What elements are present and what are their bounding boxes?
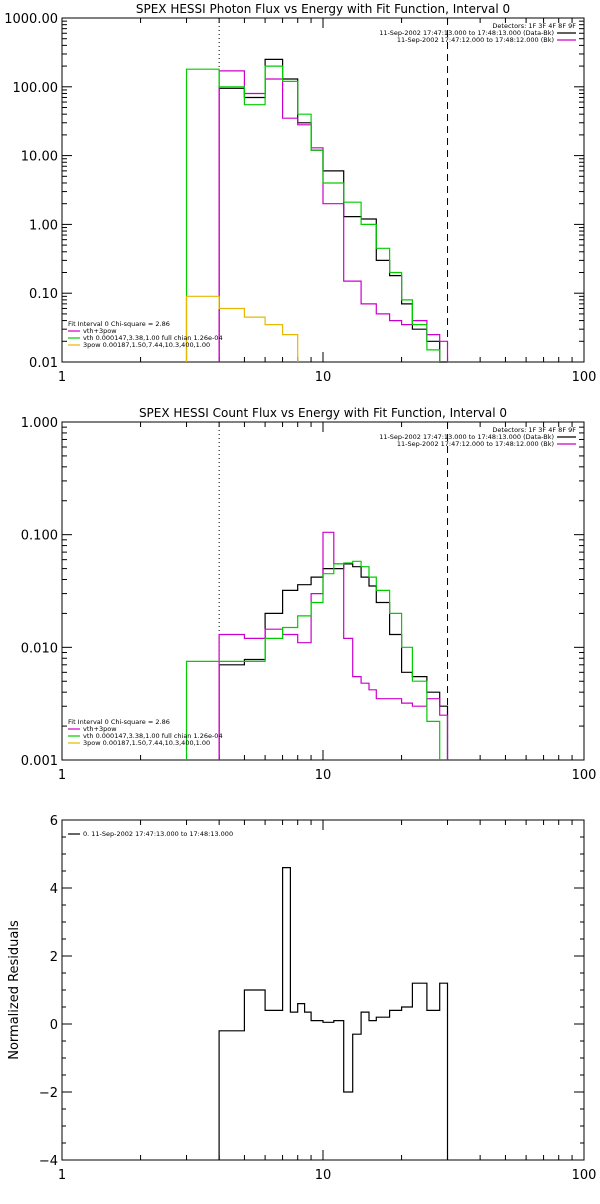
chart3-series-1 (218, 867, 449, 1160)
chart1-ytick-label: 1.00 (29, 218, 58, 233)
chart3-ytick-label: 2 (50, 950, 58, 965)
chart2-ytick-label: 1.000 (21, 416, 58, 431)
chart2-xtick-label: 10 (315, 768, 332, 783)
chart1-series-4 (185, 295, 299, 362)
chart1-info-text: Detectors: 1F 3F 4F 8F 9F (492, 22, 576, 30)
chart1-xtick-label: 10 (315, 370, 332, 385)
chart1-ytick-label: 1000.00 (4, 12, 58, 27)
chart2-legend-series-label: 11-Sep-2002 17:47:13.000 to 17:48:13.000… (379, 433, 554, 441)
chart1-xtick-label: 1 (58, 370, 66, 385)
chart1-title: SPEX HESSI Photon Flux vs Energy with Fi… (136, 2, 510, 16)
chart3-xtick-label: 10 (315, 1168, 332, 1183)
chart2-ytick-label: 0.010 (21, 641, 58, 656)
chart3-ytick-label: 0 (50, 1018, 58, 1033)
chart3-ylabel: Normalized Residuals (7, 920, 22, 1060)
chart1-series-3 (185, 65, 441, 362)
chart2-legend-entry: 3pow 0.00187,1.50,7.44,10.3,400,1.00 (83, 739, 210, 747)
chart2-xtick-label: 100 (572, 768, 597, 783)
chart3-xtick-label: 100 (572, 1168, 597, 1183)
chart2-info-text: Detectors: 1F 3F 4F 8F 9F (492, 426, 576, 434)
chart3-ytick-label: −4 (39, 1154, 58, 1169)
chart3-frame (61, 819, 585, 1161)
chart3-ytick-label: −2 (39, 1086, 58, 1101)
chart1-ytick-label: 0.10 (29, 287, 58, 302)
chart2-legend-series-label: 11-Sep-2002 17:47:12.000 to 17:48:12.000… (397, 440, 554, 448)
chart2-title: SPEX HESSI Count Flux vs Energy with Fit… (139, 406, 507, 420)
chart2-ytick-label: 0.100 (21, 529, 58, 544)
chart1-ytick-label: 100.00 (13, 81, 59, 96)
chart1-xtick-label: 100 (572, 370, 597, 385)
chart3-ytick-label: 4 (50, 882, 58, 897)
chart1-ytick-label: 0.01 (29, 356, 58, 371)
chart3-legend-entry: 0. 11-Sep-2002 17:47:13.000 to 17:48:13.… (83, 830, 233, 838)
chart2-legend-entry: vth+3pow (83, 725, 117, 733)
chart2-ytick-label: 0.001 (21, 754, 58, 769)
chart1-legend-series-label: 11-Sep-2002 17:47:13.000 to 17:48:13.000… (379, 29, 554, 37)
chart1-legend-header: Fit Interval 0 Chi-square = 2.86 (68, 320, 170, 328)
chart3-xtick-label: 1 (58, 1168, 66, 1183)
chart2-legend-entry: vth 0.000147,3.38,1.00 full chian 1.26e-… (83, 732, 223, 740)
chart1-legend-entry: vth+3pow (83, 327, 117, 335)
chart1-legend-entry: 3pow 0.00187,1.50,7.44,10.3,400,1.00 (83, 341, 210, 349)
chart2-series-3 (185, 560, 441, 760)
chart2-xtick-label: 1 (58, 768, 66, 783)
chart1-legend-series-label: 11-Sep-2002 17:47:12.000 to 17:48:12.000… (397, 36, 554, 44)
chart1-series-2 (218, 70, 449, 362)
chart2-legend-header: Fit Interval 0 Chi-square = 2.86 (68, 718, 170, 726)
chart1-ytick-label: 10.00 (21, 150, 58, 165)
chart3-ytick-label: 6 (50, 814, 58, 829)
chart1-legend-entry: vth 0.000147,3.38,1.00 full chian 1.26e-… (83, 334, 223, 342)
